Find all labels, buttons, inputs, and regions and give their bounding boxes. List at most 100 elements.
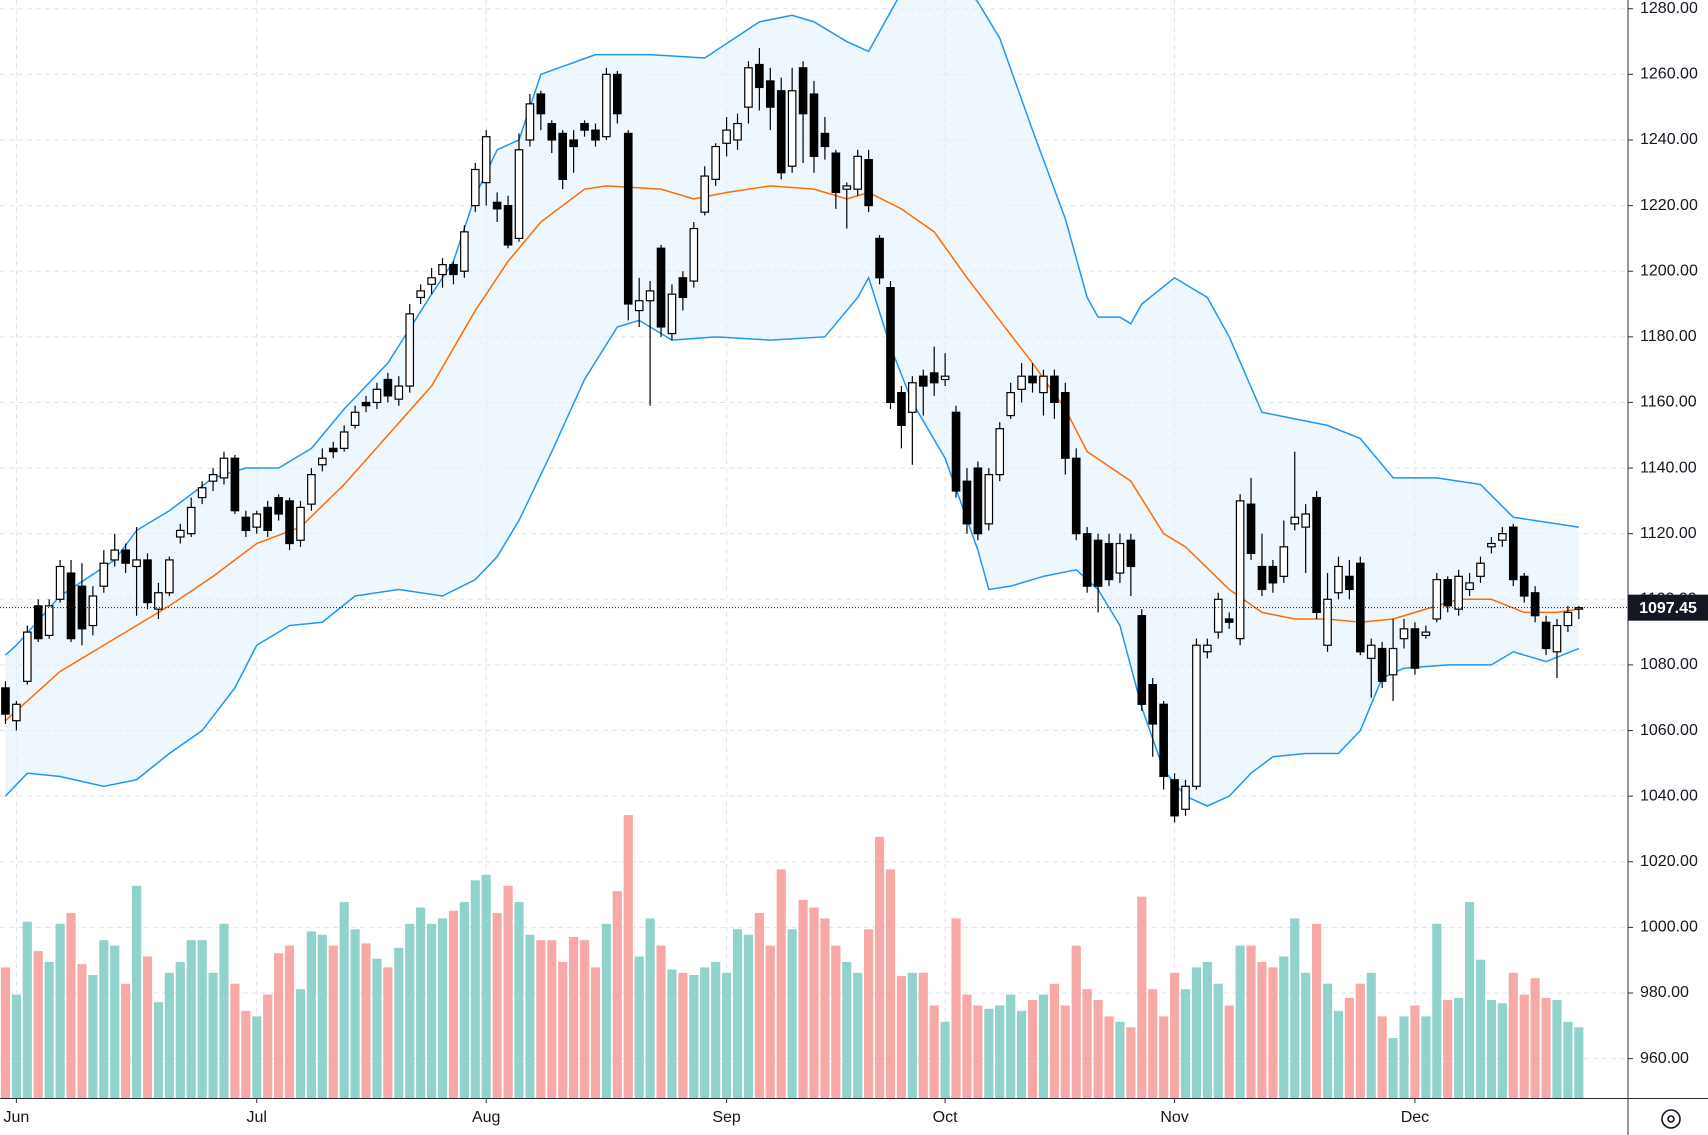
candle-body [1432,579,1442,620]
candle-body [197,487,207,499]
y-tick-label: 1260.00 [1640,66,1698,83]
candle-body [1498,533,1507,541]
candle-body [449,264,458,276]
candle-body [667,293,677,335]
last-price-box [1628,594,1708,621]
candle-body [1017,375,1026,390]
volume-bar [1432,923,1442,1098]
candle-body [1137,615,1147,705]
time-axis-bg [0,1098,1708,1135]
candle-body [1093,539,1103,587]
volume-bar [230,983,240,1098]
volume-bar [514,902,524,1098]
candle-body [296,506,305,541]
candle-body [1563,611,1573,627]
candle-body [1039,375,1048,394]
price-axis-bg [1628,0,1708,1135]
volume-bar [1148,989,1158,1098]
candle-body [241,516,251,531]
volume-bar [448,910,459,1098]
y-tick-label: 1120.00 [1640,525,1697,542]
settings-icon[interactable] [1661,1109,1681,1129]
volume-bar [1563,1021,1573,1098]
volume-bar [1301,972,1311,1098]
volume-bar [317,934,327,1098]
candle-body [1224,618,1234,623]
volume-bar [22,921,32,1098]
volume-bar [241,1010,251,1098]
candle-body [1006,391,1015,417]
candle-body [1388,647,1398,676]
candle-body [1312,496,1321,614]
candle-body [918,375,928,387]
volume-bar [874,836,885,1098]
volume-bar [1060,1005,1070,1098]
volume-bar [1519,994,1529,1098]
volume-bar [951,918,961,1098]
volume-bar [197,940,207,1098]
candle-body [853,155,863,190]
candle-body [547,122,557,141]
candle-body [897,391,906,427]
volume-bar [601,923,611,1098]
candle-body [1410,628,1420,669]
candle-body [1203,644,1212,653]
volume-bar [1126,1027,1136,1098]
volume-bar [186,940,196,1098]
candle-body [613,73,622,115]
volume-bar [1006,994,1016,1098]
volume-bar [33,951,43,1098]
volume-bar [1191,967,1202,1098]
volume-bar [394,947,404,1098]
volume-bar [831,945,841,1098]
candle-body [1082,533,1092,587]
candle-body [318,457,327,466]
volume-bar [1071,945,1081,1098]
volume-bar [569,936,579,1098]
candle-body [1508,526,1518,581]
volume-bar [1344,997,1354,1098]
x-tick-label: Oct [933,1109,958,1126]
candle-body [765,80,775,108]
volume-bar [339,902,349,1098]
bollinger-bands [4,0,1580,807]
candle-body [263,506,273,531]
candle-body [809,93,819,157]
volume-bar [1486,1000,1497,1098]
volume-bar [1115,1021,1125,1098]
volume-bar [798,899,808,1098]
candle-body [143,559,152,604]
volume-bar [1497,1003,1507,1098]
candle-body [285,500,294,545]
candle-body [307,474,316,505]
volume-bar [55,923,65,1098]
candle-body [1268,565,1278,584]
candle-body [481,136,491,184]
volume-bar [645,918,655,1098]
volume-bar [853,972,863,1098]
candle-body [755,63,764,89]
volume-bar [579,940,590,1098]
volume-bar [1169,972,1180,1098]
candle-body [656,247,666,328]
volume-bar [66,912,76,1098]
candle-body [1465,582,1474,591]
y-tick-label: 1020.00 [1640,853,1698,870]
volume-bar [722,972,732,1098]
candle-body [132,559,141,568]
candle-body [1126,539,1136,568]
volume-bar [1443,1000,1453,1098]
volume-bar [929,1005,939,1098]
candle-body [470,168,480,207]
candle-body [1257,565,1267,591]
labels: 1097.45 [0,594,1708,621]
candle-body [1301,513,1310,528]
volume-bar [962,994,972,1098]
candle-body [645,290,655,302]
volume-bar [350,929,360,1098]
volume-bar [295,989,306,1098]
candle-body [973,467,983,535]
volume-bar [88,975,98,1098]
